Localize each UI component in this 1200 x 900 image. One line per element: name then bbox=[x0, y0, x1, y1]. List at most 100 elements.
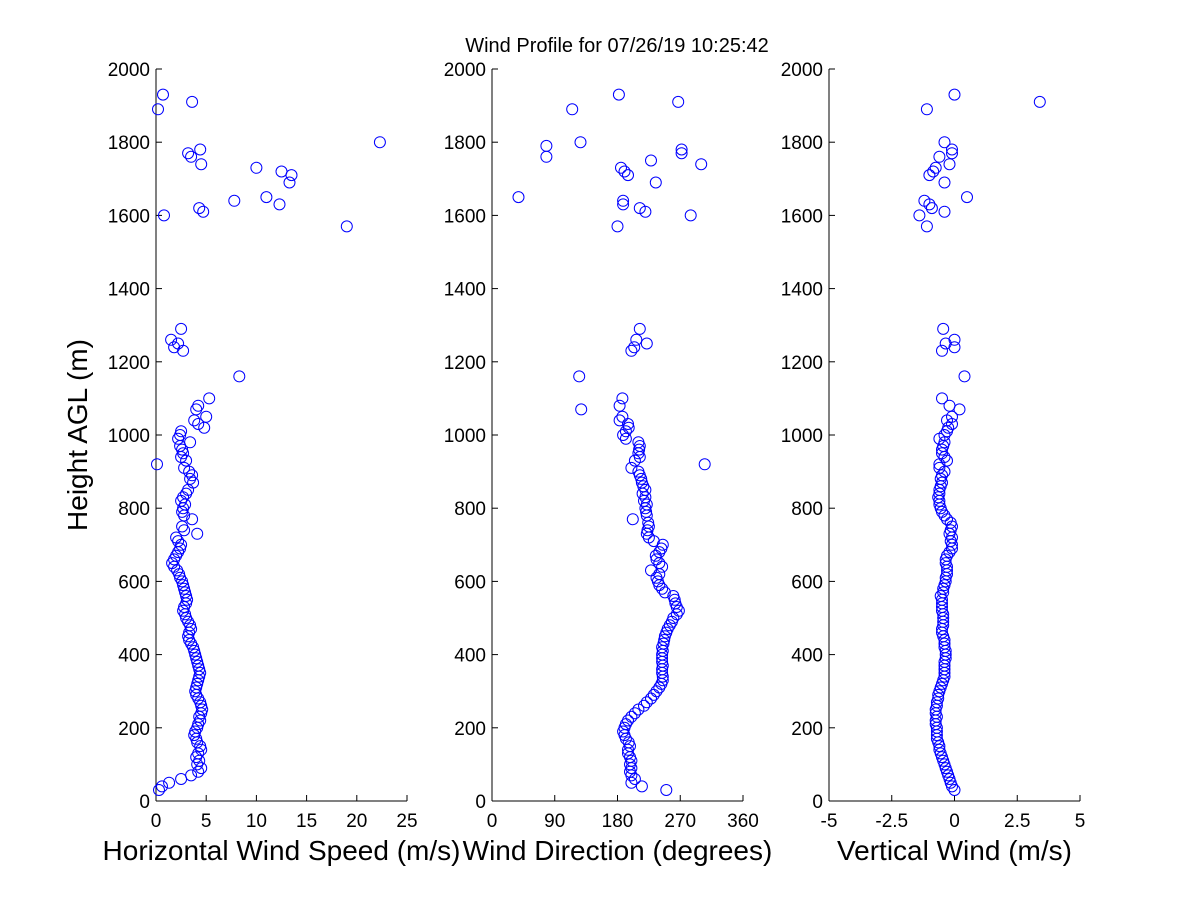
data-point bbox=[936, 344, 948, 357]
data-point bbox=[168, 341, 181, 354]
x-tick-label: 15 bbox=[296, 811, 317, 832]
y-tick-label: 1200 bbox=[781, 353, 823, 374]
data-point bbox=[340, 220, 353, 233]
y-tick-label: 0 bbox=[812, 792, 823, 813]
x-tick-label: 2.5 bbox=[1004, 811, 1030, 832]
data-point bbox=[170, 531, 183, 544]
data-point bbox=[187, 476, 200, 489]
data-point bbox=[640, 696, 653, 709]
data-point bbox=[158, 209, 170, 222]
data-point bbox=[156, 780, 168, 793]
y-tick-label: 2000 bbox=[781, 60, 823, 81]
x-tick-label: 5 bbox=[1075, 811, 1086, 832]
data-point bbox=[195, 762, 208, 775]
data-point bbox=[944, 516, 957, 529]
data-point bbox=[616, 410, 629, 423]
data-point bbox=[948, 341, 961, 354]
data-point bbox=[615, 161, 627, 174]
data-point bbox=[667, 590, 680, 602]
data-point bbox=[178, 461, 191, 474]
data-point bbox=[936, 469, 948, 482]
data-point bbox=[153, 784, 165, 796]
data-point bbox=[273, 198, 286, 211]
data-point bbox=[925, 202, 938, 215]
data-point bbox=[684, 209, 697, 222]
data-point bbox=[613, 399, 626, 412]
x-axis-label: Horizontal Wind Speed (m/s) bbox=[103, 835, 461, 866]
data-point bbox=[913, 209, 926, 222]
data-point bbox=[937, 322, 950, 335]
data-point bbox=[228, 194, 241, 207]
data-point bbox=[938, 176, 951, 189]
data-point bbox=[194, 143, 207, 156]
data-point bbox=[612, 88, 625, 101]
x-tick-label: -5 bbox=[821, 811, 838, 832]
data-point bbox=[628, 341, 641, 354]
panel-vertical-wind: 0 200 400 600 800 1000 1200 1400 1600 1800 2000 -5 -… bbox=[781, 60, 1086, 866]
y-tick-label: 1400 bbox=[781, 280, 823, 301]
x-tick-label: 5 bbox=[201, 811, 212, 832]
y-tick-label: 400 bbox=[791, 646, 823, 667]
data-point bbox=[165, 333, 178, 346]
data-point bbox=[658, 634, 671, 646]
data-point bbox=[638, 699, 650, 712]
data-point bbox=[650, 553, 663, 566]
data-point bbox=[185, 769, 198, 782]
data-point bbox=[193, 202, 206, 215]
data-point bbox=[635, 780, 648, 793]
data-point bbox=[938, 136, 951, 149]
data-point bbox=[933, 150, 946, 163]
data-point bbox=[934, 590, 947, 602]
data-point bbox=[175, 425, 188, 438]
data-point bbox=[672, 95, 685, 108]
data-point bbox=[617, 194, 630, 207]
data-point bbox=[191, 527, 204, 540]
data-point bbox=[250, 161, 263, 174]
data-point bbox=[625, 461, 638, 474]
data-point bbox=[943, 399, 956, 412]
x-tick-label: 20 bbox=[346, 811, 367, 832]
data-point bbox=[616, 392, 629, 405]
data-point bbox=[182, 147, 195, 160]
y-tick-label: 0 bbox=[139, 792, 150, 813]
data-point bbox=[923, 169, 936, 182]
y-tick-label: 200 bbox=[118, 719, 150, 740]
data-point bbox=[203, 392, 216, 405]
y-tick-label: 1600 bbox=[108, 206, 150, 227]
y-tick-label: 800 bbox=[118, 499, 150, 520]
data-point bbox=[660, 784, 673, 796]
data-point bbox=[619, 425, 632, 438]
data-point bbox=[192, 399, 205, 412]
data-point bbox=[958, 370, 971, 383]
data-point bbox=[512, 191, 525, 204]
data-point bbox=[943, 158, 956, 171]
y-tick-label: 400 bbox=[454, 646, 486, 667]
y-tick-label: 1800 bbox=[108, 133, 150, 154]
data-point bbox=[939, 557, 952, 570]
data-point bbox=[194, 740, 207, 753]
data-point bbox=[938, 637, 951, 650]
data-point bbox=[937, 586, 950, 599]
data-point bbox=[946, 143, 958, 156]
data-point bbox=[936, 392, 948, 405]
y-tick-label: 2000 bbox=[444, 60, 486, 81]
data-point bbox=[622, 714, 634, 727]
y-tick-label: 1000 bbox=[108, 426, 150, 447]
y-tick-label: 600 bbox=[791, 572, 823, 593]
data-point bbox=[932, 692, 945, 705]
data-point bbox=[275, 165, 288, 178]
data-point bbox=[632, 465, 645, 478]
data-point bbox=[625, 710, 638, 723]
x-tick-label: 0 bbox=[487, 811, 498, 832]
y-tick-label: 1600 bbox=[781, 206, 823, 227]
data-point bbox=[698, 458, 711, 471]
y-tick-label: 1200 bbox=[444, 353, 486, 374]
y-axis-label: Height AGL (m) bbox=[62, 339, 93, 531]
data-point bbox=[656, 582, 669, 595]
data-point bbox=[617, 198, 630, 211]
data-point bbox=[933, 743, 946, 756]
data-point bbox=[633, 202, 646, 215]
y-tick-label: 1600 bbox=[444, 206, 486, 227]
